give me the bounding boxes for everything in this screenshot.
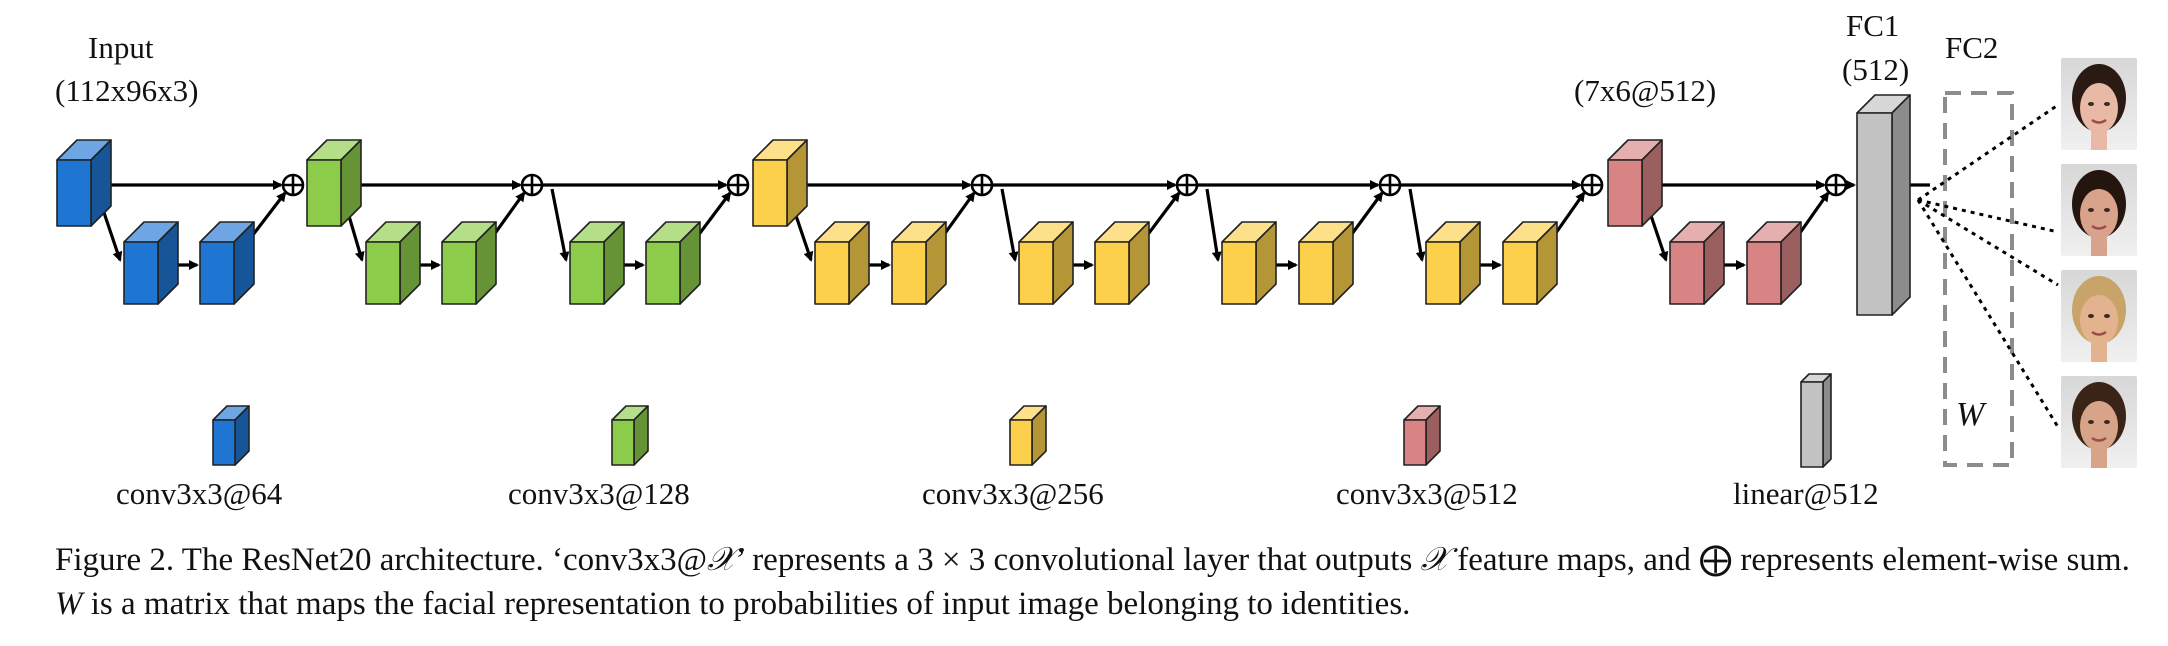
branch-block-b-2 <box>645 221 701 305</box>
branch-block-b-6 <box>1502 221 1558 305</box>
fc2-connection-0 <box>1917 103 2059 202</box>
fc1-dims: (512) <box>1842 52 1910 87</box>
fc2-title: FC2 <box>1945 30 1999 65</box>
figure-caption: Figure 2. The ResNet20 architecture. ‘co… <box>55 538 2135 626</box>
sum-node-2 <box>726 173 750 197</box>
stage-block-7 <box>1607 139 1663 227</box>
branch-block-a-0 <box>123 221 179 305</box>
sum-node-3 <box>970 173 994 197</box>
fc2-dashed-box <box>1943 91 2014 467</box>
sum-symbol: ⨁ <box>1699 542 1733 578</box>
blocks-layer <box>56 139 1848 305</box>
legend-label-64: conv3x3@64 <box>116 476 283 511</box>
sum-node-1 <box>520 173 544 197</box>
branch-block-b-4 <box>1094 221 1150 305</box>
caption-w-symbol: W <box>55 586 83 622</box>
fc2-connection-1 <box>1917 198 2059 234</box>
branch-down-5 <box>1205 188 1222 262</box>
legend-label-256: conv3x3@256 <box>922 476 1104 511</box>
stage4-dims: (7x6@512) <box>1574 73 1717 108</box>
branch-block-b-3 <box>891 221 947 305</box>
caption-prefix: Figure 2. The ResNet20 architecture. ‘co… <box>55 542 708 578</box>
legend-block-0 <box>212 405 250 466</box>
fc1-title: FC1 <box>1846 8 1900 43</box>
caption-x-symbol-2: 𝒳 <box>1420 542 1449 578</box>
branch-down-2 <box>550 188 570 262</box>
branch-block-a-4 <box>1018 221 1074 305</box>
branch-block-a-5 <box>1221 221 1277 305</box>
face-2 <box>2061 164 2137 256</box>
legend-label-128: conv3x3@128 <box>508 476 690 511</box>
legend-label-linear: linear@512 <box>1733 476 1879 511</box>
input-dims: (112x96x3) <box>55 73 199 108</box>
sum-node-0 <box>281 173 305 197</box>
legend-block-3 <box>1403 405 1441 466</box>
branch-block-a-3 <box>814 221 870 305</box>
face-3 <box>2061 270 2137 362</box>
input-title: Input <box>88 30 154 65</box>
branch-block-b-5 <box>1298 221 1354 305</box>
sum-node-4 <box>1175 173 1199 197</box>
w-label: W <box>1956 396 1985 433</box>
caption-x-symbol: 𝒳 <box>707 542 736 578</box>
caption-mid3: represents element-wise sum. <box>1732 542 2130 578</box>
face-1 <box>2061 58 2137 150</box>
legend-block-2 <box>1009 405 1047 466</box>
fc-layer <box>1856 91 2060 467</box>
branch-block-b-1 <box>441 221 497 305</box>
branch-block-b-7 <box>1746 221 1802 305</box>
legend-blocks-layer <box>212 373 1832 468</box>
branch-block-a-6 <box>1425 221 1481 305</box>
sum-node-5 <box>1378 173 1402 197</box>
caption-mid1: ’ represents a 3 × 3 convolutional layer… <box>735 542 1421 578</box>
face-4 <box>2061 376 2137 468</box>
sum-node-6 <box>1580 173 1604 197</box>
fc2-connection-2 <box>1917 198 2059 287</box>
branch-block-a-2 <box>569 221 625 305</box>
legend-label-512: conv3x3@512 <box>1336 476 1518 511</box>
caption-suffix: is a matrix that maps the facial represe… <box>82 586 1411 622</box>
branch-down-4 <box>1000 188 1019 262</box>
branch-block-a-1 <box>365 221 421 305</box>
sum-node-7 <box>1824 173 1848 197</box>
legend-block-1 <box>611 405 649 466</box>
caption-mid2: feature maps, and <box>1448 542 1700 578</box>
fc2-connection-3 <box>1916 199 2060 428</box>
stage-block-3 <box>752 139 808 227</box>
branch-block-a-7 <box>1669 221 1725 305</box>
stage-block-1 <box>306 139 362 227</box>
legend-block-linear <box>1800 373 1832 468</box>
branch-block-b-0 <box>199 221 255 305</box>
branch-down-6 <box>1408 188 1426 262</box>
fc1-block <box>1856 94 1911 316</box>
input-block <box>56 139 112 227</box>
